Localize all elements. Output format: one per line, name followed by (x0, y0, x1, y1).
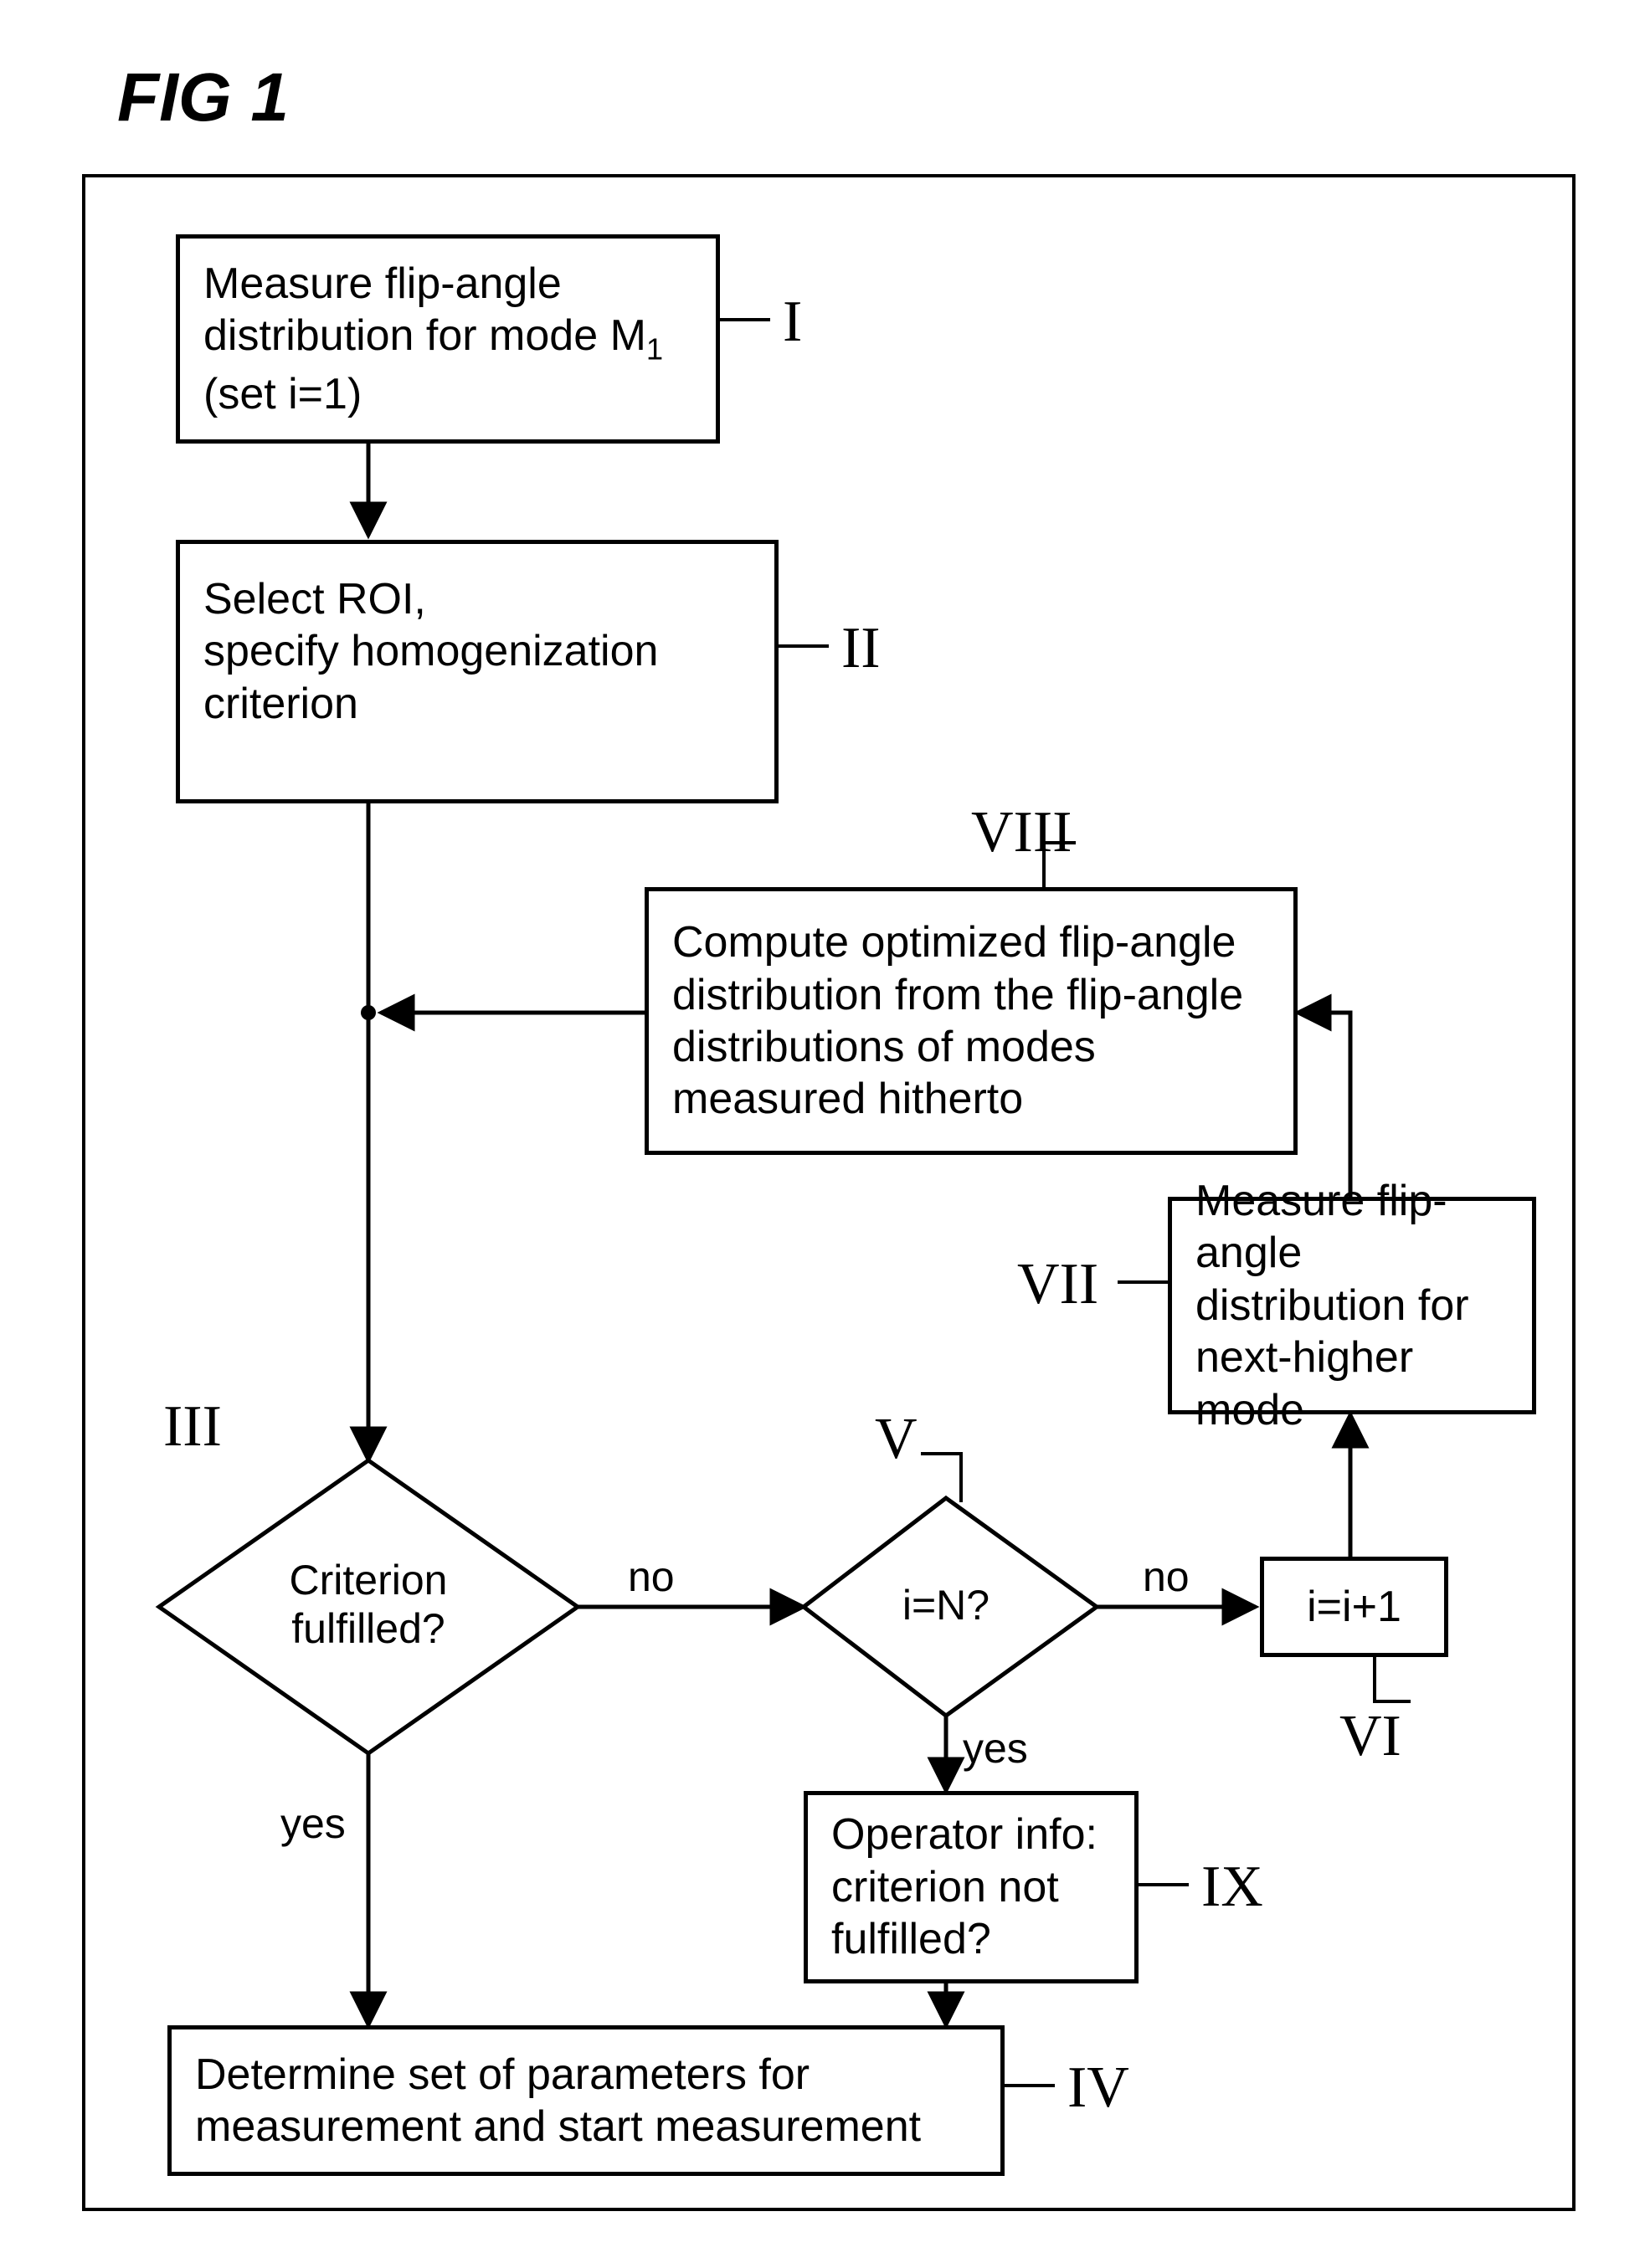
node-IX: Operator info: criterion not fulfilled? (804, 1791, 1139, 1983)
label-VI: VI (1339, 1703, 1401, 1770)
flowchart-page: FIG 1 (0, 0, 1645, 2268)
edge-V-yes: yes (963, 1724, 1028, 1773)
leader-VII (1118, 1280, 1168, 1284)
node-IV: Determine set of parameters for measurem… (167, 2025, 1005, 2176)
node-VII: Measure flip-angle distribution for next… (1168, 1197, 1536, 1414)
label-IV: IV (1067, 2055, 1129, 2122)
edge-III-yes: yes (280, 1799, 346, 1848)
node-VI-text: i=i+1 (1307, 1581, 1401, 1633)
node-VI: i=i+1 (1260, 1557, 1448, 1657)
node-VII-text: Measure flip-angle distribution for next… (1195, 1175, 1509, 1436)
leader-VI (1373, 1657, 1411, 1703)
leader-IX (1139, 1883, 1189, 1886)
node-II-text: Select ROI,specify homogenizationcriteri… (203, 573, 658, 730)
node-IX-text: Operator info: criterion not fulfilled? (831, 1809, 1111, 1965)
label-VIII: VIII (971, 799, 1072, 866)
node-VIII: Compute optimized flip-angle distributio… (645, 887, 1298, 1155)
node-I-text: Measure flip-angledistribution for mode … (203, 258, 663, 420)
leader-II (779, 644, 829, 648)
node-IV-text: Determine set of parameters for measurem… (195, 2049, 977, 2153)
label-VII: VII (1017, 1251, 1098, 1318)
edge-V-no: no (1143, 1552, 1190, 1601)
node-III-text: Criterion fulfilled? (243, 1557, 494, 1653)
leader-I (720, 318, 770, 321)
node-I: Measure flip-angledistribution for mode … (176, 234, 720, 444)
label-IX: IX (1201, 1854, 1263, 1921)
leader-IV (1005, 2084, 1055, 2087)
label-V: V (875, 1406, 918, 1473)
label-II: II (841, 615, 881, 682)
leader-V (921, 1452, 963, 1502)
node-V-text: i=N? (820, 1582, 1072, 1630)
label-III: III (163, 1393, 222, 1460)
node-VIII-text: Compute optimized flip-angle distributio… (672, 916, 1270, 1126)
label-I: I (783, 289, 802, 356)
node-II: Select ROI,specify homogenizationcriteri… (176, 540, 779, 803)
edge-III-no: no (628, 1552, 675, 1601)
